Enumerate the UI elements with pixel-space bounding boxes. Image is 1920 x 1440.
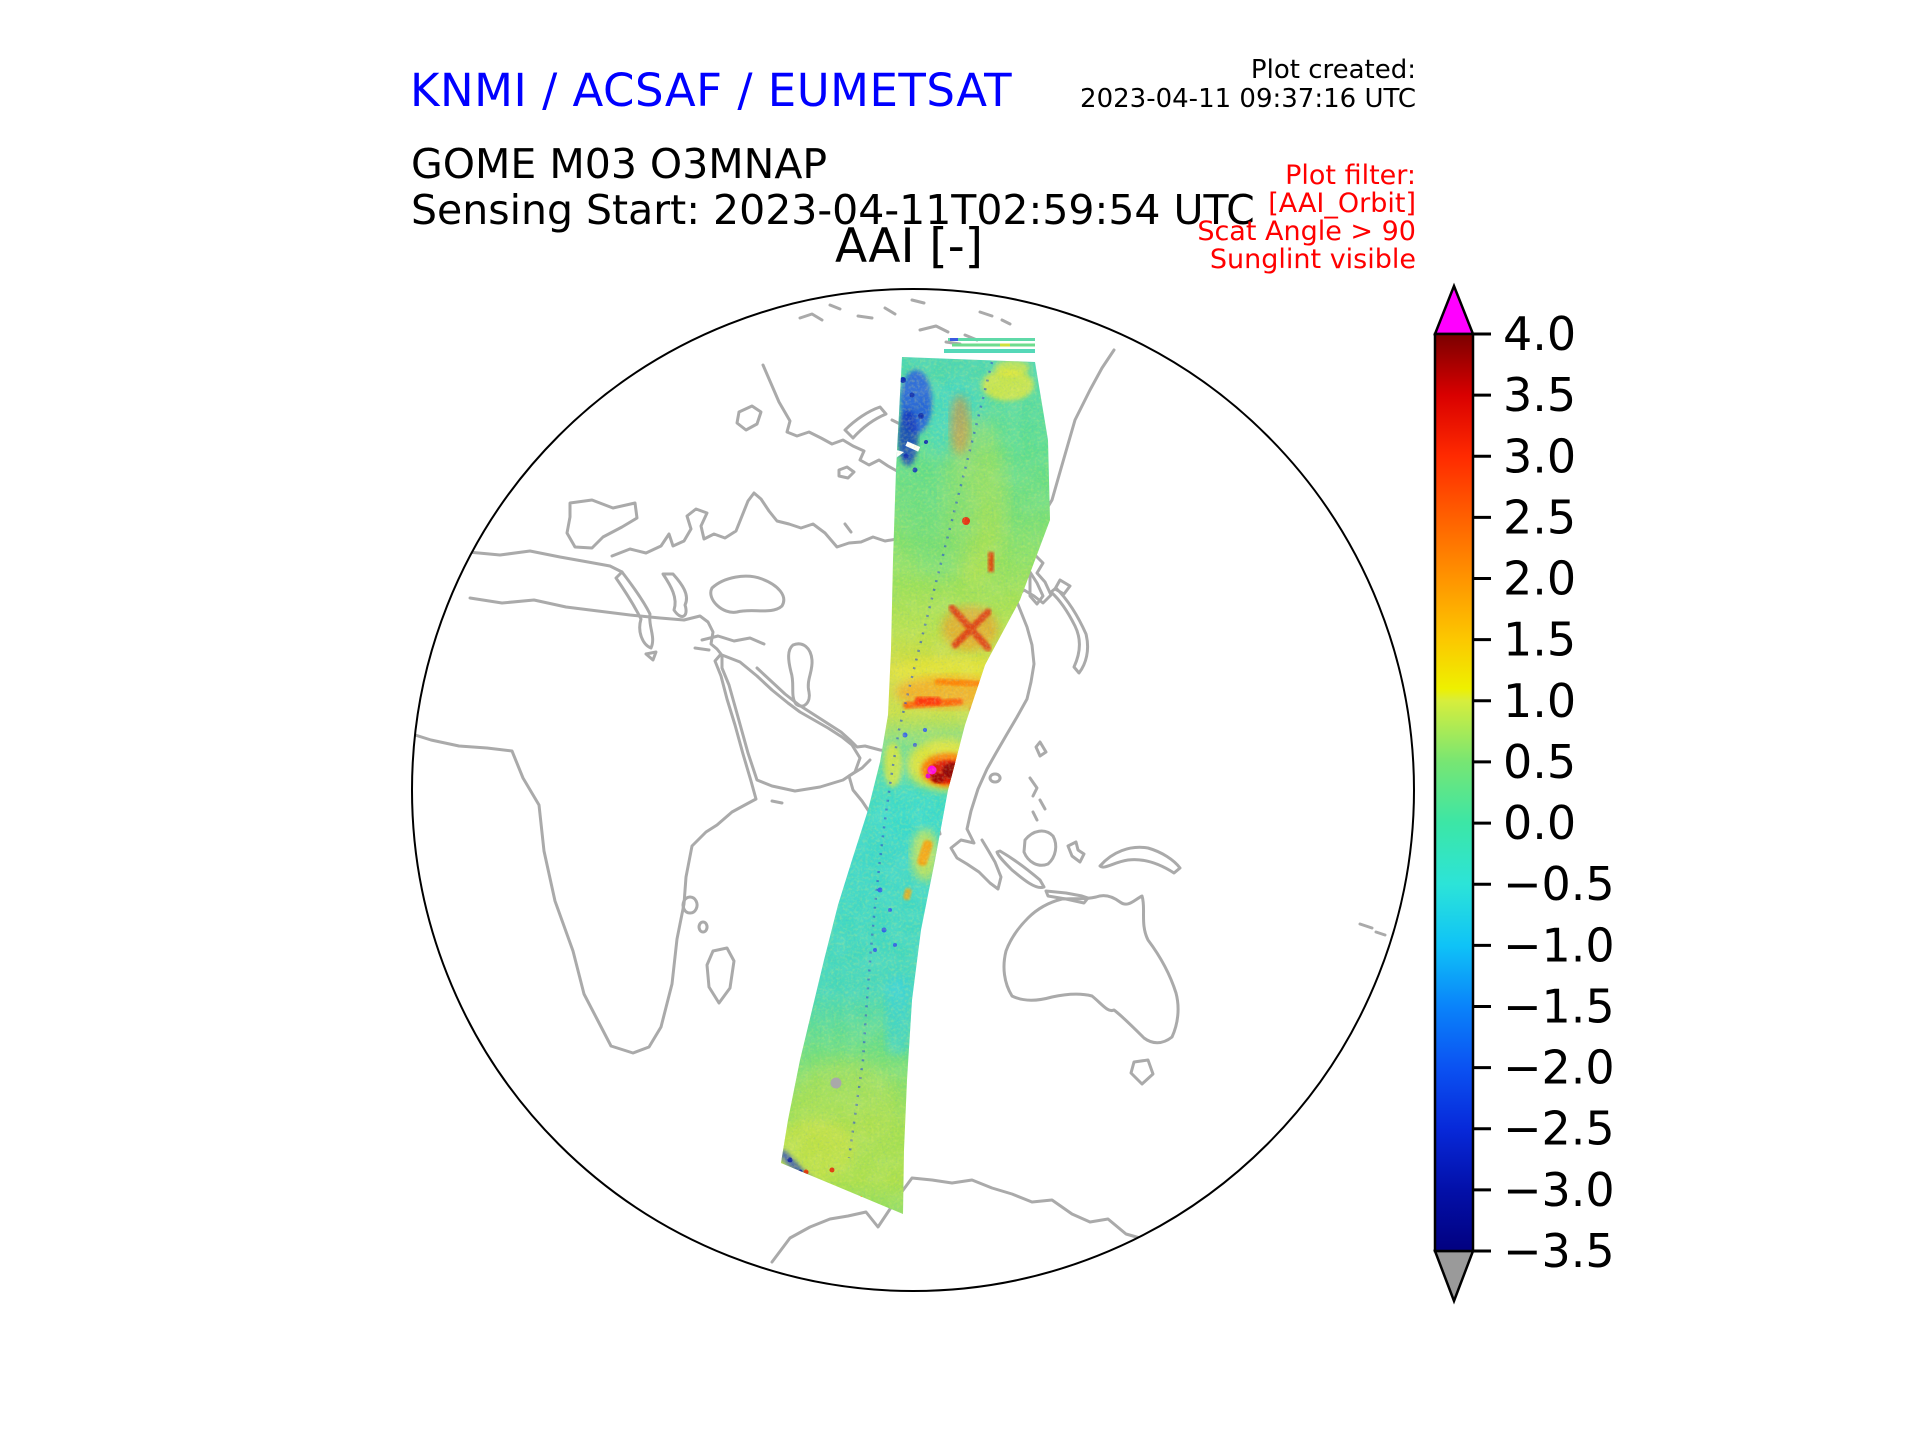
plot-page: KNMI / ACSAF / EUMETSAT Plot created: 20… — [0, 0, 1920, 1440]
coast-sulawesi — [1068, 842, 1084, 862]
coast-africa — [412, 598, 756, 1053]
swath-scanline-blue — [950, 338, 958, 341]
coast-madagascar — [707, 948, 734, 1003]
coast-sicily — [646, 652, 656, 660]
coast-australia — [1004, 896, 1178, 1043]
coast-arctic-isl1 — [912, 300, 924, 303]
coast-novaya-zemlya — [845, 407, 886, 438]
coast-greece — [663, 574, 687, 616]
coast-hainan — [990, 774, 1000, 782]
colorbar-tick-label: 2.0 — [1503, 552, 1576, 606]
coast-new-guinea — [1100, 847, 1180, 873]
colorbar-under-arrow — [1435, 1251, 1473, 1301]
colorbar-tick-label: −2.0 — [1503, 1041, 1615, 1095]
aai-swath — [770, 330, 1060, 1230]
coast-arctic-isl2 — [980, 312, 992, 316]
globe-interior — [412, 300, 1385, 1262]
coast-hokkaido — [1055, 580, 1070, 594]
colorbar-tick-label: 3.5 — [1503, 368, 1576, 422]
colorbar-tick-label: 0.5 — [1503, 735, 1576, 789]
colorbar-tick-label: 4.0 — [1503, 307, 1576, 361]
swath-scanline — [948, 338, 1035, 341]
coast-iceland — [737, 406, 761, 430]
colorbar-tick-label: −0.5 — [1503, 857, 1615, 911]
coast-sumatra — [997, 851, 1044, 888]
coast-britain — [567, 500, 637, 548]
coast-tasmania — [1131, 1060, 1153, 1084]
colorbar-tick-label: 3.0 — [1503, 429, 1576, 483]
colorbar-tick-label: −2.5 — [1503, 1102, 1615, 1156]
globe-map: 4.0 3.5 3.0 2.5 2.0 1.5 1.0 0.5 0.0 −0.5 −1.0 −1.5 −… — [0, 0, 1920, 1440]
colorbar-tick-label: −3.0 — [1503, 1163, 1615, 1217]
coast-europe-medshore — [468, 551, 622, 572]
coast-taiwan — [1036, 742, 1046, 756]
colorbar: 4.0 3.5 3.0 2.5 2.0 1.5 1.0 0.5 0.0 −0.5 −1.0 −1.5 −… — [1435, 286, 1615, 1301]
island-dot — [831, 1078, 842, 1089]
coast-svalbard — [800, 314, 822, 320]
colorbar-tick-label: −3.5 — [1503, 1224, 1615, 1278]
colorbar-tick-label: −1.5 — [1503, 979, 1615, 1033]
swath-scanline — [952, 344, 1035, 347]
coast-baltic-south — [612, 493, 908, 556]
coast-island-pair — [1360, 924, 1385, 935]
coast-aland — [839, 467, 854, 478]
coast-japan — [1051, 588, 1088, 673]
coast-crete — [695, 648, 709, 650]
coast-lake-malawi — [699, 922, 707, 932]
coast-arctic-isl3 — [1002, 320, 1010, 324]
colorbar-bar — [1435, 334, 1473, 1251]
swath-scanline — [944, 349, 1035, 353]
coast-italy — [616, 572, 653, 648]
swath-scanline-yellow — [1000, 344, 1010, 347]
colorbar-tick-label: 0.0 — [1503, 796, 1576, 850]
colorbar-tick-label: 1.0 — [1503, 674, 1576, 728]
coast-caspian — [789, 644, 812, 706]
coast-socotra — [772, 801, 782, 803]
coast-fjl1 — [830, 305, 840, 309]
swath-noise-soft — [770, 330, 1060, 1230]
coast-antarctica — [772, 1178, 1140, 1262]
colorbar-tick-label: −1.0 — [1503, 918, 1615, 972]
colorbar-tick-label: 1.5 — [1503, 613, 1576, 667]
coast-black-sea — [711, 576, 784, 612]
coast-fjl3 — [885, 308, 895, 314]
coast-philippines — [1030, 778, 1045, 820]
coast-fjl2 — [858, 316, 872, 318]
coast-severnaya1 — [920, 326, 948, 332]
coast-borneo — [1024, 831, 1056, 865]
colorbar-over-arrow — [1435, 286, 1473, 334]
colorbar-tick-label: 2.5 — [1503, 490, 1576, 544]
colorbar-ticks: 4.0 3.5 3.0 2.5 2.0 1.5 1.0 0.5 0.0 −0.5 −1.0 −1.5 −… — [1473, 307, 1615, 1278]
coast-gotland — [845, 524, 851, 532]
